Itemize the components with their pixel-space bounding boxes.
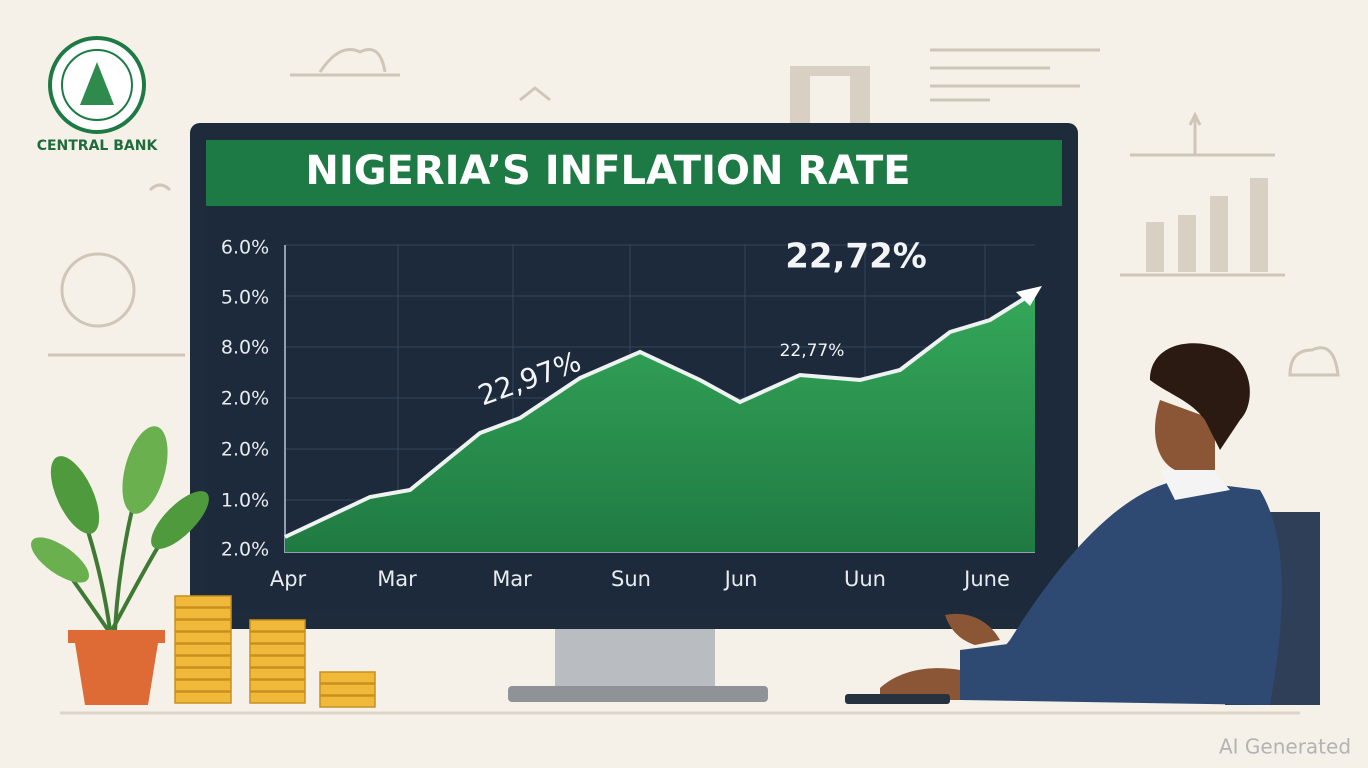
x-labels: Apr Mar Mar Sun Jun Uun June	[270, 567, 1010, 591]
bank-logo: CENTRAL BANK	[37, 36, 159, 154]
y-label: 2.0%	[221, 539, 269, 561]
plot	[284, 244, 1042, 553]
y-label: 2.0%	[221, 439, 269, 461]
y-labels: 6.0% 5.0% 8.0% 2.0% 2.0% 1.0% 2.0%	[221, 237, 269, 561]
x-label: Sun	[611, 567, 651, 591]
coins	[174, 595, 376, 708]
y-label: 5.0%	[221, 287, 269, 309]
x-label: Mar	[377, 567, 417, 591]
annotation: 22,77%	[780, 341, 845, 361]
x-label: Uun	[844, 567, 886, 591]
x-label: Mar	[492, 567, 532, 591]
logo-label: CENTRAL BANK	[37, 138, 159, 154]
watermark: AI Generated	[1219, 735, 1351, 759]
y-label: 8.0%	[221, 337, 269, 359]
annotation: 22,72%	[785, 237, 927, 277]
screen-title: NIGERIA’S INFLATION RATE	[305, 148, 910, 194]
background-doodles	[48, 48, 1340, 377]
x-label: Apr	[270, 567, 307, 591]
x-label: Jun	[723, 567, 758, 591]
plant	[31, 426, 209, 705]
y-label: 1.0%	[221, 490, 269, 512]
y-label: 2.0%	[221, 388, 269, 410]
x-label: June	[962, 567, 1010, 591]
person	[845, 343, 1320, 705]
y-label: 6.0%	[221, 237, 269, 259]
